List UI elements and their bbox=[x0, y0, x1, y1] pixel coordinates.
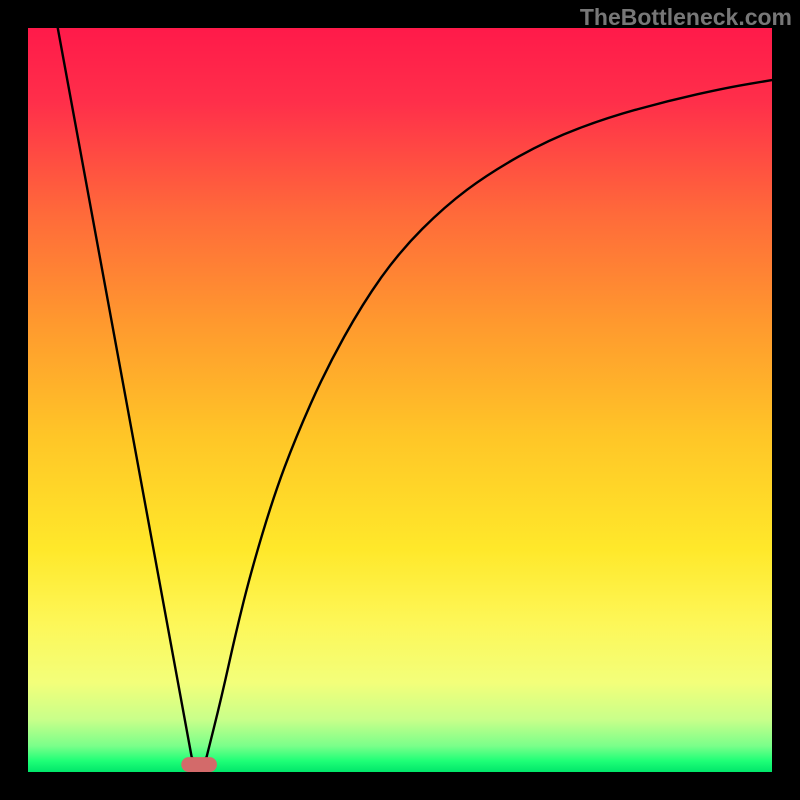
watermark-text: TheBottleneck.com bbox=[580, 4, 792, 31]
plot-background bbox=[28, 28, 772, 772]
chart-container: TheBottleneck.com bbox=[0, 0, 800, 800]
optimum-marker bbox=[181, 757, 217, 772]
bottleneck-chart bbox=[0, 0, 800, 800]
